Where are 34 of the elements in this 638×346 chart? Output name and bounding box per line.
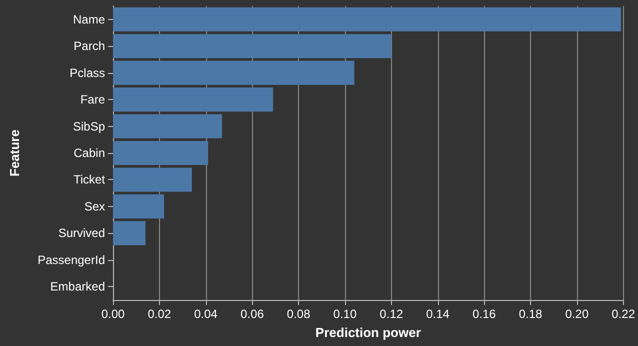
x-tick-label: 0.16 xyxy=(472,307,496,321)
y-tick-label: SibSp xyxy=(72,119,106,134)
x-tick-label: 0.18 xyxy=(518,307,543,321)
y-tick-label: Survived xyxy=(58,226,105,240)
bar xyxy=(113,114,222,138)
y-tick-label: Embarked xyxy=(50,280,105,294)
x-tick-label: 0.00 xyxy=(101,307,125,321)
bar xyxy=(113,34,392,58)
x-tick-label: 0.10 xyxy=(333,307,357,321)
bar xyxy=(113,88,274,112)
bar xyxy=(113,168,192,192)
x-tick-label: 0.04 xyxy=(194,307,218,321)
bar xyxy=(113,7,622,32)
x-axis-title: Prediction power xyxy=(315,325,421,340)
x-tick-label: 0.12 xyxy=(380,307,404,321)
x-tick-label: 0.08 xyxy=(286,307,311,321)
y-tick-label: Pclass xyxy=(70,66,105,80)
x-tick-label: 0.22 xyxy=(612,307,636,321)
bar xyxy=(113,194,164,218)
x-tick-label: 0.14 xyxy=(426,307,450,321)
y-tick-label: PassengerId xyxy=(38,252,105,267)
y-tick-label: Fare xyxy=(80,92,106,107)
bar xyxy=(113,140,208,166)
bar xyxy=(113,60,354,85)
y-axis-title: Feature xyxy=(7,130,22,176)
y-tick-label: Cabin xyxy=(74,146,105,160)
y-tick-label: Ticket xyxy=(73,172,106,187)
y-tick-label: Parch xyxy=(74,39,105,54)
x-tick-label: 0.02 xyxy=(148,307,172,321)
y-tick-label: Name xyxy=(72,12,106,26)
y-tick-label: Sex xyxy=(84,199,105,214)
bar xyxy=(113,221,146,246)
x-tick-label: 0.06 xyxy=(240,307,264,321)
x-tick-label: 0.20 xyxy=(565,307,589,321)
